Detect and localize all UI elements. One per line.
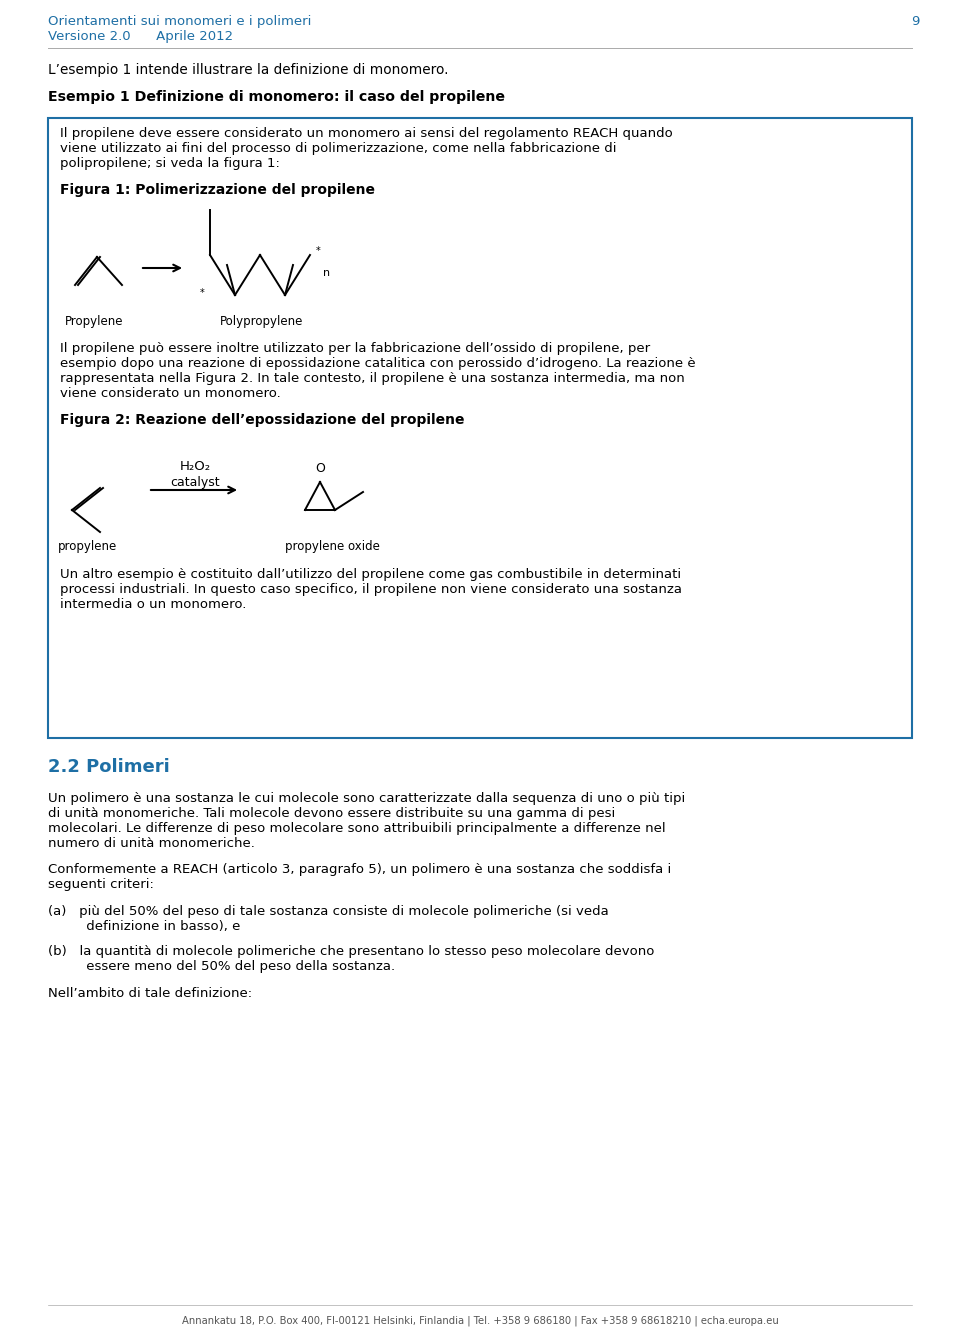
Text: *: * [200, 287, 204, 298]
Text: processi industriali. In questo caso specifico, il propilene non viene considera: processi industriali. In questo caso spe… [60, 583, 682, 596]
Text: Polypropylene: Polypropylene [220, 316, 303, 328]
Text: 2.2 Polimeri: 2.2 Polimeri [48, 758, 170, 775]
Text: viene considerato un monomero.: viene considerato un monomero. [60, 386, 280, 400]
Text: *: * [316, 246, 321, 255]
Text: L’esempio 1 intende illustrare la definizione di monomero.: L’esempio 1 intende illustrare la defini… [48, 63, 448, 78]
Text: propylene oxide: propylene oxide [285, 540, 380, 554]
Text: 9: 9 [912, 15, 920, 28]
Text: Figura 2: Reazione dell’epossidazione del propilene: Figura 2: Reazione dell’epossidazione de… [60, 413, 465, 427]
Text: Versione 2.0      Aprile 2012: Versione 2.0 Aprile 2012 [48, 29, 233, 43]
Text: rappresentata nella Figura 2. In tale contesto, il propilene è una sostanza inte: rappresentata nella Figura 2. In tale co… [60, 372, 684, 385]
Text: (a)   più del 50% del peso di tale sostanza consiste di molecole polimeriche (si: (a) più del 50% del peso di tale sostanz… [48, 905, 609, 919]
Text: Esempio 1 Definizione di monomero: il caso del propilene: Esempio 1 Definizione di monomero: il ca… [48, 90, 505, 104]
Text: Orientamenti sui monomeri e i polimeri: Orientamenti sui monomeri e i polimeri [48, 15, 311, 28]
Text: molecolari. Le differenze di peso molecolare sono attribuibili principalmente a : molecolari. Le differenze di peso moleco… [48, 822, 665, 836]
Text: esempio dopo una reazione di epossidazione catalitica con perossido d’idrogeno. : esempio dopo una reazione di epossidazio… [60, 357, 696, 370]
Text: catalyst: catalyst [170, 476, 220, 489]
Text: Conformemente a REACH (articolo 3, paragrafo 5), un polimero è una sostanza che : Conformemente a REACH (articolo 3, parag… [48, 862, 671, 876]
Text: n: n [323, 267, 330, 278]
Text: essere meno del 50% del peso della sostanza.: essere meno del 50% del peso della sosta… [48, 960, 396, 973]
Text: (b)   la quantità di molecole polimeriche che presentano lo stesso peso molecola: (b) la quantità di molecole polimeriche … [48, 945, 655, 959]
Text: H₂O₂: H₂O₂ [180, 460, 210, 473]
Bar [48, 118, 912, 738]
Text: Un polimero è una sostanza le cui molecole sono caratterizzate dalla sequenza di: Un polimero è una sostanza le cui moleco… [48, 792, 685, 805]
Text: di unità monomeriche. Tali molecole devono essere distribuite su una gamma di pe: di unità monomeriche. Tali molecole devo… [48, 808, 615, 820]
Text: O: O [315, 463, 324, 476]
Text: polipropilene; si veda la figura 1:: polipropilene; si veda la figura 1: [60, 156, 280, 170]
Text: Un altro esempio è costituito dall’utilizzo del propilene come gas combustibile : Un altro esempio è costituito dall’utili… [60, 568, 682, 582]
Text: viene utilizzato ai fini del processo di polimerizzazione, come nella fabbricazi: viene utilizzato ai fini del processo di… [60, 142, 616, 155]
Text: Nell’ambito di tale definizione:: Nell’ambito di tale definizione: [48, 987, 252, 1000]
Text: intermedia o un monomero.: intermedia o un monomero. [60, 598, 247, 611]
Text: Il propilene può essere inoltre utilizzato per la fabbricazione dell’ossido di p: Il propilene può essere inoltre utilizza… [60, 342, 650, 356]
Text: Figura 1: Polimerizzazione del propilene: Figura 1: Polimerizzazione del propilene [60, 183, 375, 197]
Text: Il propilene deve essere considerato un monomero ai sensi del regolamento REACH : Il propilene deve essere considerato un … [60, 127, 673, 140]
Text: propylene: propylene [58, 540, 117, 554]
Text: definizione in basso), e: definizione in basso), e [48, 920, 240, 933]
Text: seguenti criteri:: seguenti criteri: [48, 878, 154, 890]
Text: Annankatu 18, P.O. Box 400, FI-00121 Helsinki, Finlandia | Tel. +358 9 686180 | : Annankatu 18, P.O. Box 400, FI-00121 Hel… [181, 1316, 779, 1325]
Text: numero di unità monomeriche.: numero di unità monomeriche. [48, 837, 254, 850]
Text: Propylene: Propylene [65, 316, 124, 328]
